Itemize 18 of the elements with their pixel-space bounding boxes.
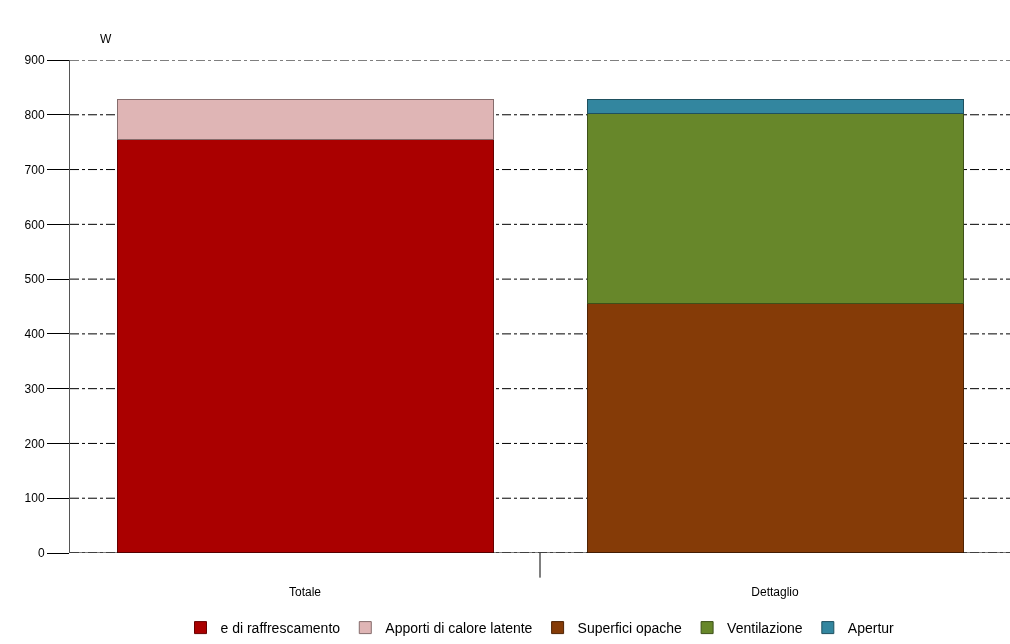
legend-label: Ventilazione (727, 620, 803, 637)
x-tick-label: Dettaglio (751, 585, 799, 599)
y-tick-label: 0 (37, 546, 45, 561)
legend-label: e di raffrescamento (220, 620, 341, 637)
y-tick-label: 800 (24, 107, 45, 122)
y-tick-label: 700 (24, 162, 45, 177)
y-tick-label: 500 (24, 272, 45, 287)
legend-label: Superfici opache (577, 620, 683, 637)
y-tick-label: 100 (24, 491, 45, 506)
y-tick-label: 400 (24, 327, 45, 342)
y-tick-label: 900 (24, 53, 45, 68)
y-axis-title: W (100, 32, 112, 46)
legend-label: Apporti di calore latente (385, 620, 533, 637)
legend-label: Apertur (847, 620, 895, 637)
y-tick-label: 200 (24, 436, 45, 451)
y-tick-label: 300 (24, 381, 45, 396)
y-tick-label: 600 (24, 217, 45, 232)
x-tick-label: Totale (288, 585, 322, 599)
